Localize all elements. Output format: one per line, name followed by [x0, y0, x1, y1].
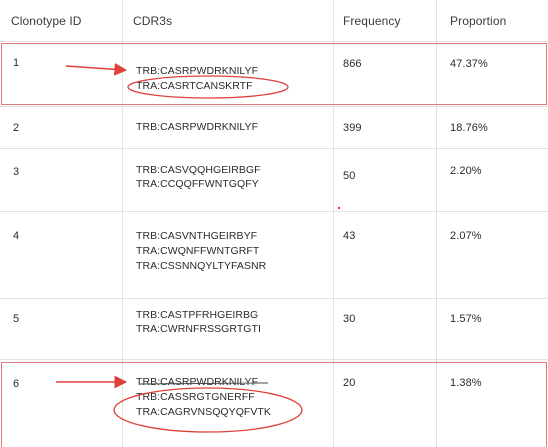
cdr3-chain: TRA:CSSNNQYLTYFASNR [136, 260, 267, 272]
proportion-value: 2.07% [450, 230, 482, 242]
row-divider [0, 359, 548, 360]
cdr3-chain: TRA:CASRTCANSKRTF [136, 80, 253, 92]
column-divider [436, 0, 437, 447]
row-highlight-box [1, 362, 547, 447]
cdr3-chain: TRB:CASTPFRHGEIRBG [136, 309, 259, 321]
header-frequency: Frequency [343, 14, 401, 28]
cdr3-chain: TRB:CASRPWDRKNILYF [136, 376, 259, 388]
frequency-value: 30 [343, 313, 356, 325]
frequency-value: 399 [343, 122, 362, 134]
cdr3-chain: TRA:CCQQFFWNTGQFY [136, 178, 259, 190]
row-divider [0, 41, 548, 42]
frequency-value: 50 [343, 170, 356, 182]
cdr3-chain: TRB:CASSRGTGNERFF [136, 391, 255, 403]
header-cdr3s: CDR3s [133, 14, 173, 28]
cdr3-chain: TRB:CASVNTHGEIRBYF [136, 230, 258, 242]
cdr3-chain: TRB:CASRPWDRKNILYF [136, 65, 259, 77]
proportion-value: 47.37% [450, 58, 488, 70]
frequency-value: 43 [343, 230, 356, 242]
cdr3-chain: TRB:CASRPWDRKNILYF [136, 121, 259, 133]
row-highlight-box [1, 43, 547, 105]
table-row-id: 6 [13, 378, 20, 390]
header-clonotype-id: Clonotype ID [11, 14, 82, 28]
cdr3-chain: TRB:CASVQQHGEIRBGF [136, 164, 261, 176]
frequency-value: 20 [343, 377, 356, 389]
row-divider [0, 106, 548, 107]
cdr3-chain: TRA:CWRNFRSSGRTGTI [136, 323, 261, 335]
header-proportion: Proportion [450, 14, 507, 28]
row-divider [0, 298, 548, 299]
proportion-value: 1.57% [450, 313, 482, 325]
table-row-id: 2 [13, 122, 20, 134]
table-row-id: 1 [13, 57, 20, 69]
table-row-id: 5 [13, 313, 20, 325]
row-divider [0, 148, 548, 149]
table-row-id: 4 [13, 230, 20, 242]
column-divider [333, 0, 334, 447]
frequency-value: 866 [343, 58, 362, 70]
row-divider [0, 211, 548, 212]
cdr3-chain: TRA:CAGRVNSQQYQFVTK [136, 406, 271, 418]
proportion-value: 2.20% [450, 165, 482, 177]
column-divider [122, 0, 123, 447]
cdr3-chain: TRA:CWQNFFWNTGRFT [136, 245, 260, 257]
proportion-value: 18.76% [450, 122, 488, 134]
proportion-value: 1.38% [450, 377, 482, 389]
table-row-id: 3 [13, 166, 20, 178]
